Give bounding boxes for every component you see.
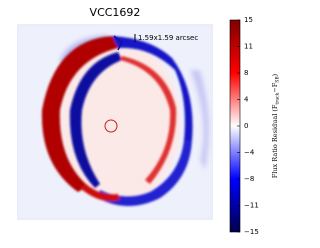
chart-title: VCC1692 [90, 6, 141, 19]
colorbar-tick-label: −15 [244, 228, 259, 236]
colorbar-tick-label: 0 [244, 122, 248, 130]
colorbar-tick-label: −4 [244, 149, 255, 157]
annotation: 1.59x1.59 arcsec [138, 34, 198, 42]
colorbar-tick-label: −8 [244, 175, 254, 183]
figure: VCC1692 1.59x1.59 arcsec Flux Ratio Resi… [17, 6, 280, 236]
colorbar-tick-label: −11 [244, 202, 259, 210]
colorbar-tick-label: 4 [244, 96, 249, 104]
colorbar-label: Flux Ratio Residual (Ftrack−FSB) [271, 73, 280, 178]
residual-image [17, 24, 213, 220]
colorbar-tick-label: 15 [244, 16, 253, 24]
colorbar-tick-label: 8 [244, 69, 248, 77]
colorbar-tick-label: 11 [244, 43, 253, 51]
